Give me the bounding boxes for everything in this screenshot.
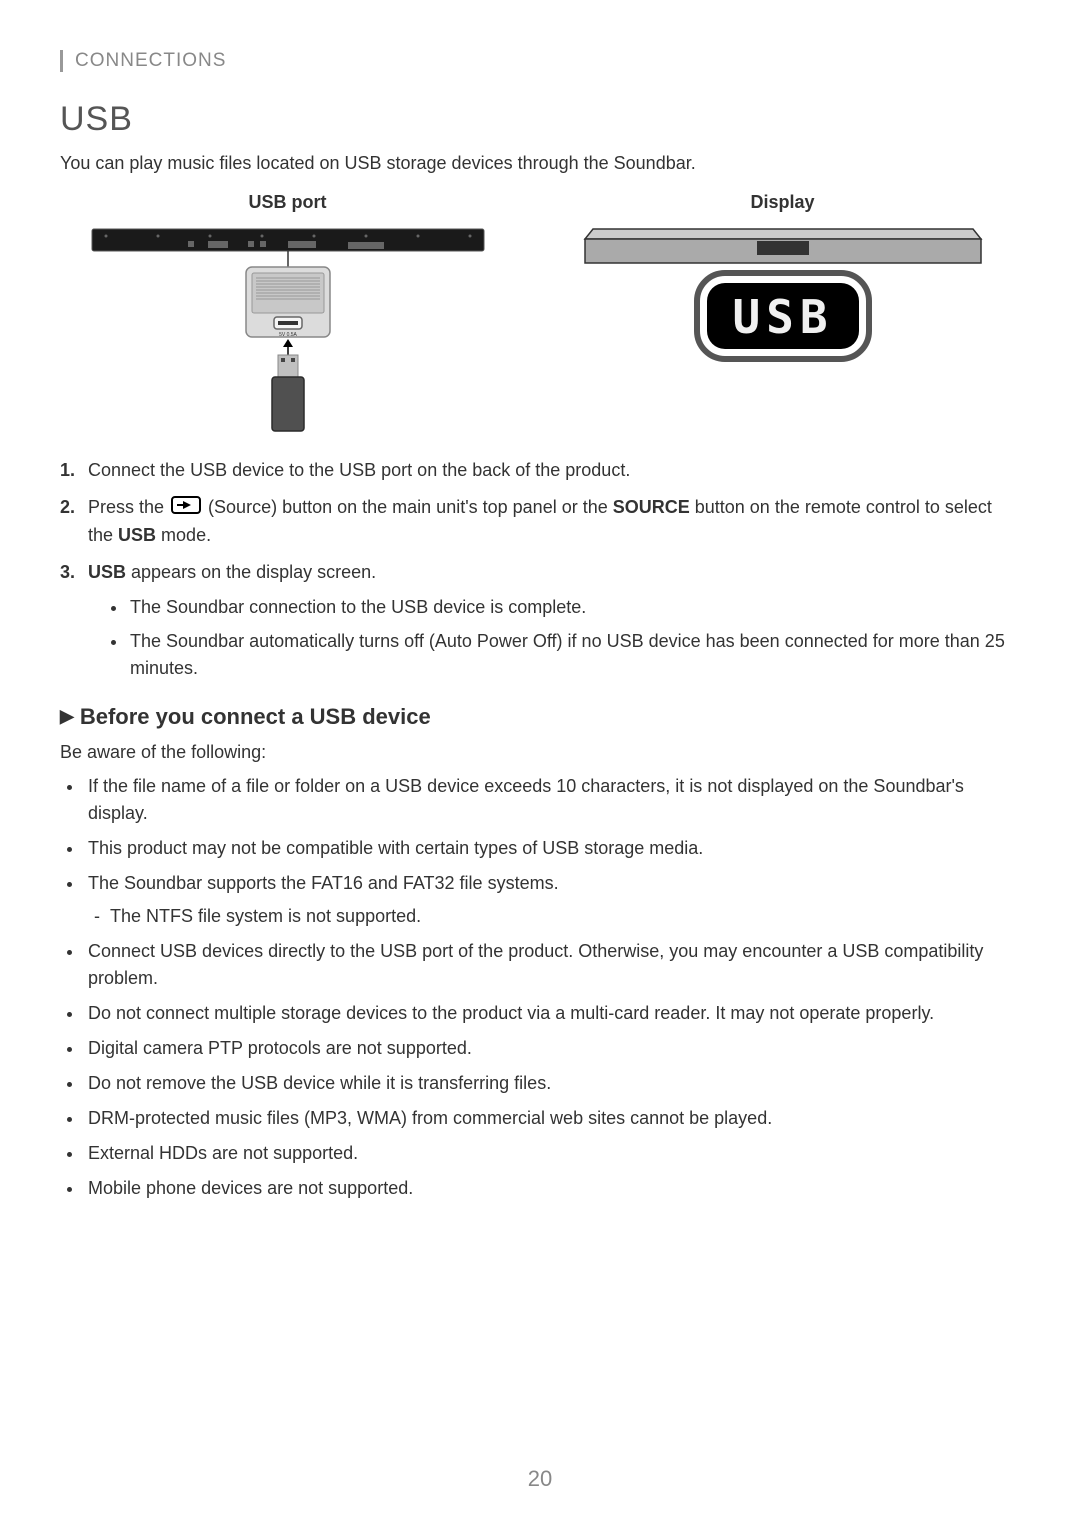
note-sub-item: The NTFS file system is not supported.: [110, 903, 1010, 930]
step-3-bullet-1: The Soundbar connection to the USB devic…: [128, 594, 1010, 621]
usb-port-illustration: 5V 0.5A: [88, 223, 488, 433]
notes-list: If the file name of a file or folder on …: [60, 773, 1010, 1202]
diagram-display: Display USB: [555, 192, 1010, 433]
port-tiny-label: 5V 0.5A: [279, 332, 297, 338]
note-item: If the file name of a file or folder on …: [84, 773, 1010, 827]
display-illustration: USB: [583, 223, 983, 363]
section-label: CONNECTIONS: [60, 50, 1010, 72]
note-item: External HDDs are not supported.: [84, 1140, 1010, 1167]
note-item: This product may not be compatible with …: [84, 835, 1010, 862]
note-sub-list: The NTFS file system is not supported.: [88, 903, 1010, 930]
note-item: Do not remove the USB device while it is…: [84, 1070, 1010, 1097]
subhead-intro: Be aware of the following:: [60, 742, 1010, 763]
display-text: USB: [732, 290, 833, 344]
note-item: Digital camera PTP protocols are not sup…: [84, 1035, 1010, 1062]
note-item: Do not connect multiple storage devices …: [84, 1000, 1010, 1027]
note-item: The Soundbar supports the FAT16 and FAT3…: [84, 870, 1010, 930]
intro-text: You can play music files located on USB …: [60, 153, 1010, 174]
step-1: Connect the USB device to the USB port o…: [60, 457, 1010, 484]
source-icon: [171, 495, 201, 522]
step-3-bullets: The Soundbar connection to the USB devic…: [88, 594, 1010, 682]
diagram-label-right: Display: [555, 192, 1010, 213]
note-item: Connect USB devices directly to the USB …: [84, 938, 1010, 992]
diagram-usb-port: USB port: [60, 192, 515, 433]
page-number: 20: [0, 1466, 1080, 1492]
note-item: DRM-protected music files (MP3, WMA) fro…: [84, 1105, 1010, 1132]
note-item: Mobile phone devices are not supported.: [84, 1175, 1010, 1202]
steps-list: Connect the USB device to the USB port o…: [60, 457, 1010, 682]
triangle-icon: ▶: [60, 706, 74, 728]
step-3: USB appears on the display screen. The S…: [60, 559, 1010, 682]
page-title: USB: [60, 100, 1010, 139]
diagram-label-left: USB port: [60, 192, 515, 213]
subheading: ▶ Before you connect a USB device: [60, 704, 1010, 730]
subheading-text: Before you connect a USB device: [80, 704, 431, 730]
diagram-row: USB port: [60, 192, 1010, 433]
step-2: Press the (Source) button on the main un…: [60, 494, 1010, 549]
step-3-bullet-2: The Soundbar automatically turns off (Au…: [128, 628, 1010, 682]
